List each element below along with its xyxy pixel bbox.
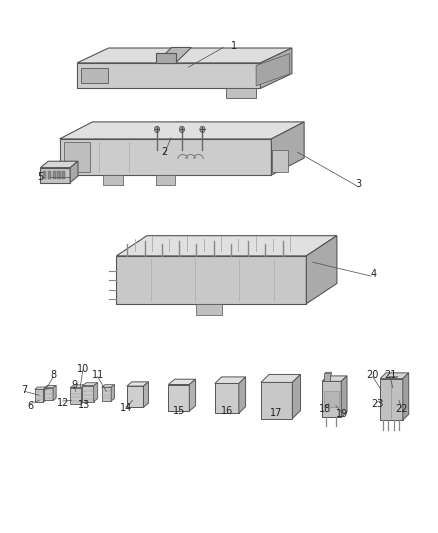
Polygon shape	[77, 63, 261, 88]
Polygon shape	[306, 236, 337, 304]
Polygon shape	[380, 378, 403, 420]
Text: 5: 5	[37, 172, 43, 182]
Text: 18: 18	[318, 404, 331, 414]
Polygon shape	[102, 385, 114, 387]
Circle shape	[179, 126, 184, 133]
Polygon shape	[53, 171, 56, 179]
Text: 1: 1	[231, 41, 237, 51]
Polygon shape	[324, 391, 339, 407]
Polygon shape	[322, 376, 347, 381]
Polygon shape	[256, 53, 290, 86]
Polygon shape	[81, 385, 85, 403]
Polygon shape	[322, 381, 341, 417]
Polygon shape	[43, 387, 46, 402]
Polygon shape	[272, 122, 304, 175]
Polygon shape	[196, 304, 223, 316]
Polygon shape	[226, 88, 256, 98]
Text: 3: 3	[356, 179, 362, 189]
Polygon shape	[156, 47, 191, 63]
Text: 4: 4	[371, 270, 377, 279]
Polygon shape	[144, 382, 148, 407]
Polygon shape	[35, 389, 43, 402]
Text: 16: 16	[221, 406, 233, 416]
Text: 11: 11	[92, 370, 104, 380]
Polygon shape	[40, 161, 78, 167]
Polygon shape	[292, 375, 300, 418]
Polygon shape	[387, 376, 398, 378]
Polygon shape	[156, 53, 176, 63]
Polygon shape	[127, 382, 148, 386]
Polygon shape	[324, 372, 332, 381]
Polygon shape	[60, 122, 304, 139]
Polygon shape	[44, 387, 53, 400]
Text: 13: 13	[78, 400, 91, 410]
Polygon shape	[48, 171, 51, 179]
Polygon shape	[53, 385, 56, 400]
Polygon shape	[261, 382, 292, 418]
Polygon shape	[70, 387, 81, 403]
Text: 23: 23	[371, 399, 383, 409]
Polygon shape	[81, 68, 108, 83]
Text: 9: 9	[71, 379, 77, 390]
Polygon shape	[341, 376, 347, 417]
Polygon shape	[261, 375, 300, 382]
Polygon shape	[94, 383, 98, 401]
Polygon shape	[215, 383, 239, 413]
Text: 20: 20	[367, 370, 379, 380]
Polygon shape	[60, 139, 272, 175]
Text: 22: 22	[395, 404, 408, 414]
Text: 10: 10	[77, 364, 89, 374]
Polygon shape	[82, 385, 94, 401]
Polygon shape	[44, 385, 56, 387]
Circle shape	[154, 126, 159, 133]
Text: 8: 8	[50, 370, 56, 381]
Polygon shape	[57, 171, 60, 179]
Text: 2: 2	[161, 147, 168, 157]
Polygon shape	[168, 384, 189, 411]
Polygon shape	[40, 167, 70, 182]
Polygon shape	[35, 387, 46, 389]
Polygon shape	[64, 142, 90, 172]
Text: 12: 12	[57, 398, 69, 408]
Polygon shape	[117, 256, 306, 304]
Polygon shape	[380, 373, 409, 378]
Polygon shape	[111, 385, 114, 401]
Text: 17: 17	[270, 408, 283, 418]
Text: 21: 21	[384, 370, 396, 380]
Polygon shape	[102, 387, 111, 401]
Polygon shape	[239, 377, 246, 413]
Text: 19: 19	[336, 409, 348, 419]
Text: 15: 15	[173, 406, 185, 416]
Polygon shape	[403, 373, 409, 420]
Polygon shape	[82, 383, 98, 385]
Text: 14: 14	[120, 403, 133, 414]
Polygon shape	[324, 373, 330, 381]
Polygon shape	[62, 171, 65, 179]
Polygon shape	[168, 379, 196, 384]
Polygon shape	[77, 48, 292, 63]
Polygon shape	[261, 48, 292, 88]
Polygon shape	[155, 175, 175, 184]
Circle shape	[200, 126, 205, 133]
Polygon shape	[127, 386, 144, 407]
Polygon shape	[189, 379, 196, 411]
Polygon shape	[117, 236, 337, 256]
Polygon shape	[70, 385, 85, 387]
Polygon shape	[43, 171, 46, 179]
Polygon shape	[103, 175, 123, 184]
Polygon shape	[272, 150, 288, 172]
Polygon shape	[215, 377, 246, 383]
Text: 6: 6	[27, 401, 33, 411]
Polygon shape	[70, 161, 78, 182]
Text: 7: 7	[21, 385, 28, 395]
